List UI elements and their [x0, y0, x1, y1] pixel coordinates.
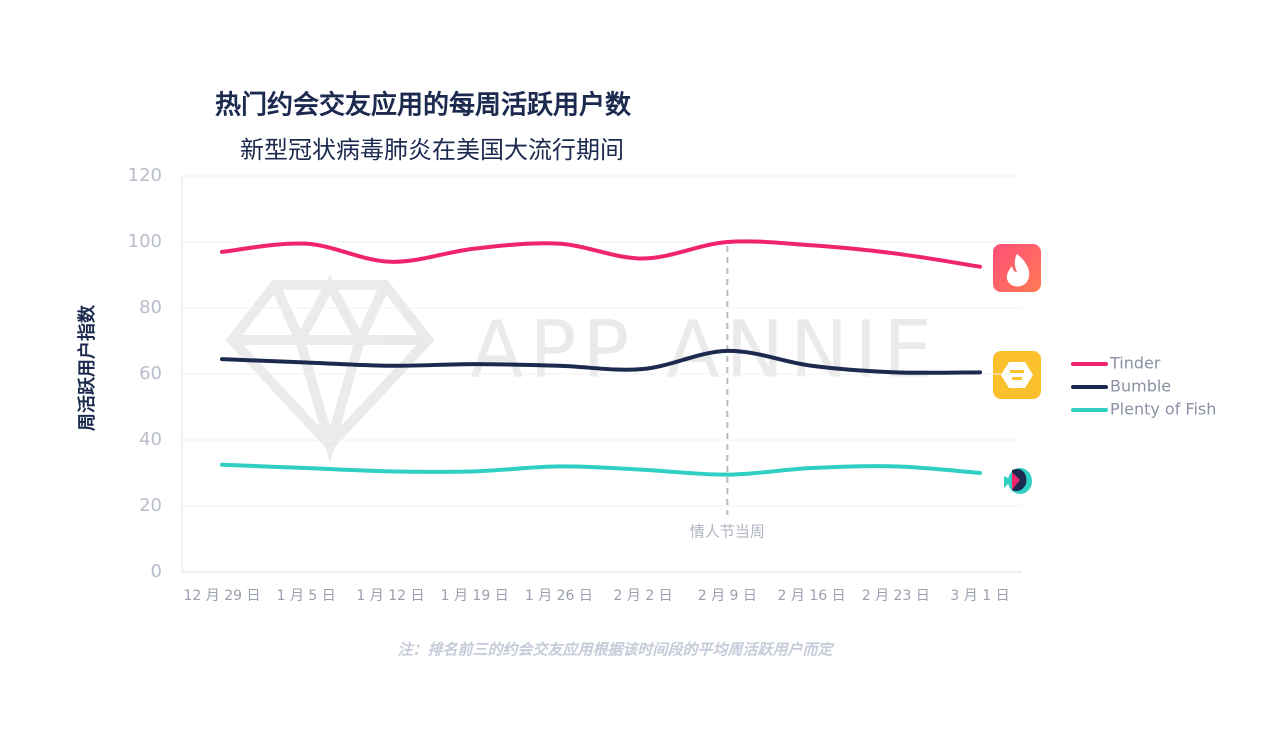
x-tick-label: 2 月 23 日	[862, 588, 930, 604]
y-tick-label: 120	[128, 165, 162, 186]
note: 注：排名前三的约会交友应用根据该时间段的平均周活跃用户而定	[397, 641, 834, 659]
y-tick-label: 100	[128, 231, 162, 252]
chart-title: 热门约会交友应用的每周活跃用户数	[215, 90, 632, 121]
x-tick-label: 2 月 2 日	[614, 588, 673, 604]
legend-label: Tinder	[1109, 354, 1161, 373]
fish-stripe	[1012, 472, 1020, 490]
x-tick-label: 2 月 16 日	[778, 588, 846, 604]
x-tick-label: 1 月 19 日	[441, 588, 509, 604]
legend-label: Bumble	[1110, 377, 1171, 396]
watermark: APP ANNIE	[225, 274, 939, 464]
x-tick-label: 12 月 29 日	[184, 588, 261, 604]
watermark-text: APP ANNIE	[470, 305, 939, 395]
bumble-hex	[1001, 362, 1033, 388]
x-tick-label: 2 月 9 日	[698, 588, 757, 604]
x-tick-label: 1 月 12 日	[356, 588, 424, 604]
annotation-label: 情人节当周	[690, 523, 765, 541]
legend-label: Plenty of Fish	[1110, 400, 1216, 419]
x-tick-label: 1 月 5 日	[277, 588, 336, 604]
y-tick-label: 20	[139, 495, 162, 516]
y-axis-label: 周活跃用户指数	[76, 304, 98, 431]
series-line	[220, 348, 982, 375]
y-tick-label: 40	[139, 429, 162, 450]
y-tick-label: 80	[139, 297, 162, 318]
series-line	[220, 462, 982, 477]
tinder-flame	[1006, 254, 1030, 287]
y-tick-label: 60	[139, 363, 162, 384]
bumble-bar	[1010, 370, 1024, 373]
x-tick-label: 3 月 1 日	[950, 588, 1009, 604]
y-tick-label: 0	[151, 561, 162, 582]
x-tick-label: 1 月 26 日	[525, 588, 593, 604]
chart-subtitle: 新型冠状病毒肺炎在美国大流行期间	[240, 136, 624, 164]
series-line	[220, 239, 982, 269]
app-icons	[993, 244, 1041, 494]
bumble-bar	[1012, 377, 1022, 380]
